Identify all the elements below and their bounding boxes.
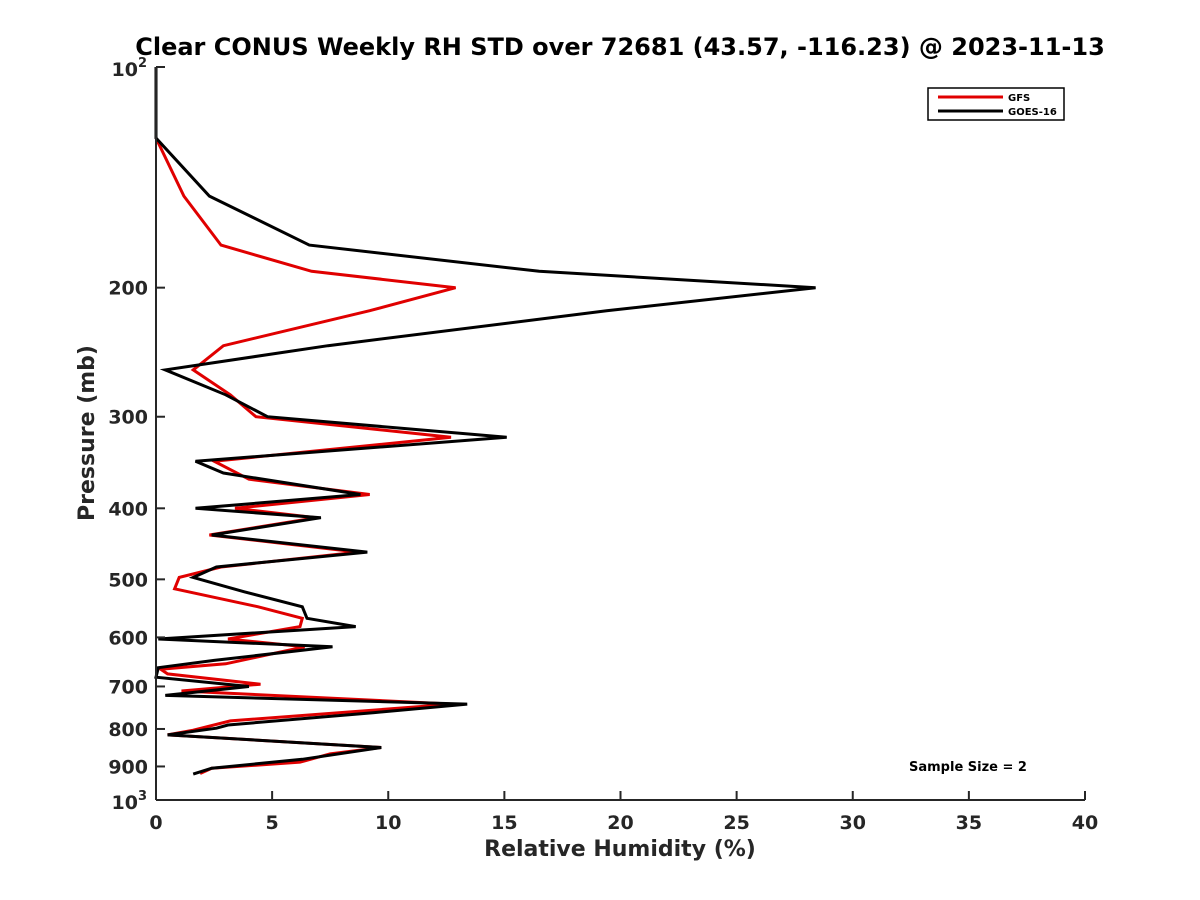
y-tick-label: 600 — [108, 627, 148, 649]
y-tick-label: 700 — [108, 676, 148, 698]
plot-area — [154, 67, 816, 776]
sample-size-annotation: Sample Size = 2 — [909, 760, 1027, 775]
axes — [155, 67, 1085, 801]
x-tick-label: 0 — [149, 812, 162, 834]
x-axis-label: Relative Humidity (%) — [484, 837, 756, 862]
x-tick-label: 15 — [491, 812, 517, 834]
x-tick-label: 20 — [607, 812, 633, 834]
legend-box — [927, 87, 1065, 121]
x-tick-label: 30 — [840, 812, 866, 834]
x-ticks: 0 5 10 15 20 25 30 35 40 — [149, 791, 1098, 834]
y-axis-label: Pressure (mb) — [75, 345, 100, 521]
x-tick-label: 5 — [266, 812, 279, 834]
x-tick-label: 25 — [723, 812, 749, 834]
legend-label-gfs: GFS — [1008, 93, 1030, 104]
series-line-gfs — [154, 67, 456, 775]
y-tick-label-power: 102 — [112, 56, 148, 81]
chart-title: Clear CONUS Weekly RH STD over 72681 (43… — [135, 33, 1105, 61]
y-ticks: 200 300 400 500 600 700 800 900 102 103 — [108, 56, 165, 814]
x-tick-label: 35 — [956, 812, 982, 834]
y-tick-label-power: 103 — [112, 789, 148, 814]
y-tick-label: 300 — [108, 407, 148, 429]
series-line-goes-16 — [154, 67, 816, 776]
y-tick-label: 800 — [108, 719, 148, 741]
y-tick-label: 900 — [108, 756, 148, 778]
x-tick-label: 40 — [1072, 812, 1098, 834]
x-tick-label: 10 — [375, 812, 401, 834]
y-tick-label: 400 — [108, 498, 148, 520]
legend-label-goes-16: GOES-16 — [1008, 107, 1057, 118]
legend: GFS GOES-16 — [927, 87, 1065, 121]
y-tick-label: 500 — [108, 569, 148, 591]
y-tick-label: 200 — [108, 278, 148, 300]
